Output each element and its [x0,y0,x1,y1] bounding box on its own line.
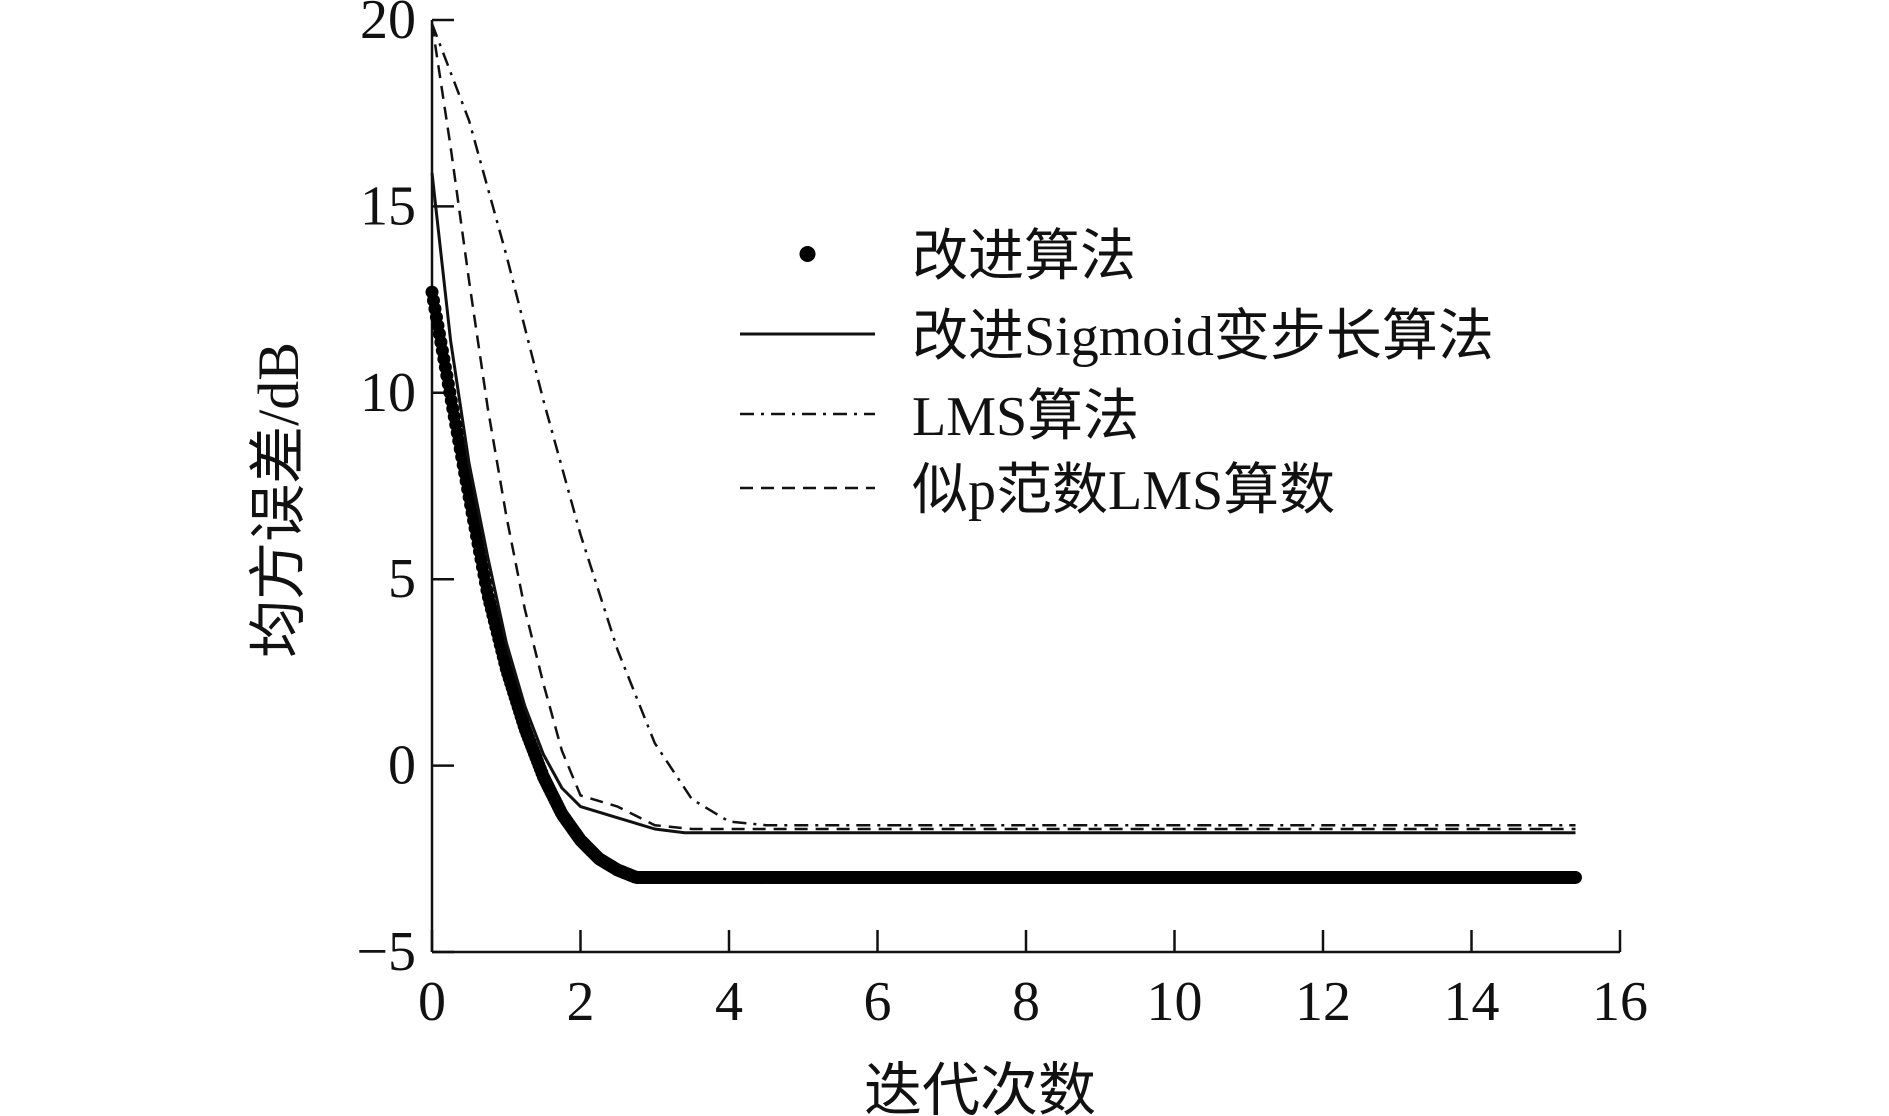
x-axis-label: 迭代次数 [864,1058,1096,1116]
y-axis-label: 均方误差/dB [246,342,311,658]
legend-label: 改进算法 [912,226,1136,288]
legend-marker-dot [799,246,816,262]
y-tick-label: −5 [356,921,416,983]
y-tick-label: 15 [360,175,416,237]
legend-label: 改进Sigmoid变步长算法 [912,306,1494,368]
x-tick-label: 2 [567,971,595,1033]
series-line-1 [430,172,1576,835]
x-tick-label: 8 [1012,971,1040,1033]
x-tick-label: 0 [418,971,446,1033]
y-tick-label: 10 [360,362,416,424]
legend-label: LMS算法 [912,386,1139,448]
x-tick-label: 12 [1295,971,1351,1033]
x-tick-label: 10 [1147,971,1203,1033]
legend-label: 似p范数LMS算数 [912,460,1335,522]
x-tick-label: 4 [715,971,743,1033]
x-tick-label: 6 [864,971,892,1033]
y-tick-label: 0 [388,735,416,797]
series-line-3 [430,23,1576,831]
x-tick-label: 16 [1592,971,1648,1033]
series-line-2 [430,23,1576,827]
series-improved-dots [425,285,1582,884]
data-point [1568,870,1582,884]
y-tick-label: 20 [360,0,416,51]
x-tick-label: 14 [1444,971,1500,1033]
y-tick-label: 5 [388,548,416,610]
series-layer [425,23,1582,884]
